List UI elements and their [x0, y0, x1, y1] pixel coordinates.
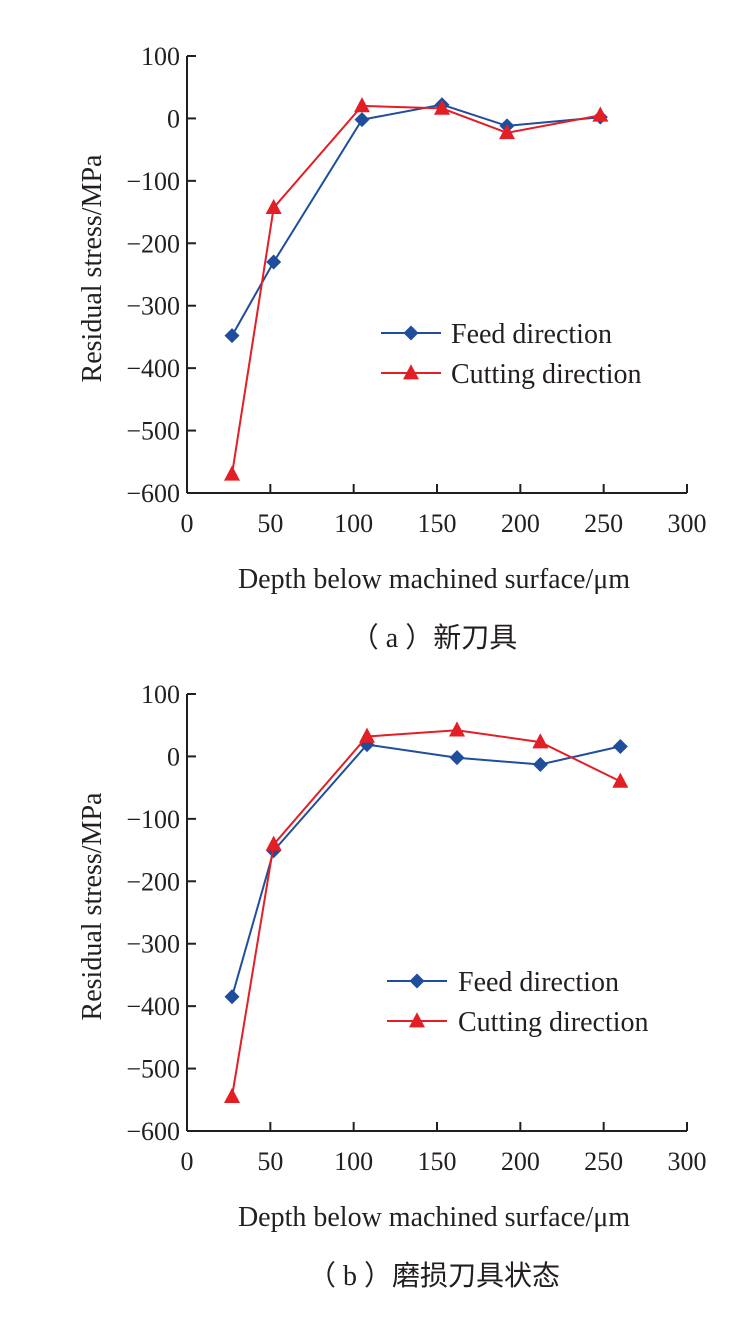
data-point-triangle	[592, 106, 609, 122]
data-point-triangle	[449, 721, 465, 737]
data-point-triangle	[224, 465, 240, 481]
x-tick-label: 50	[257, 509, 283, 538]
series-cutting-direction	[224, 721, 629, 1104]
y-tick-label: 0	[167, 742, 180, 771]
data-point-triangle	[265, 198, 282, 215]
figure-caption: （ a ）新刀具	[351, 622, 517, 654]
series-cutting-direction	[224, 97, 609, 481]
x-tick-label: 100	[334, 509, 373, 538]
y-tick-label: 0	[167, 104, 180, 133]
data-point-triangle	[265, 835, 282, 851]
y-tick-label: −100	[126, 805, 180, 834]
y-axis-title: Residual stress/MPa	[77, 154, 108, 382]
x-tick-label: 50	[257, 1147, 283, 1176]
x-tick-label: 150	[418, 1147, 457, 1176]
data-point-diamond	[266, 254, 282, 270]
x-tick-label: 300	[668, 509, 707, 538]
series-feed-direction	[224, 737, 628, 1005]
y-tick-label: −300	[126, 292, 180, 321]
x-tick-label: 300	[668, 1147, 707, 1176]
legend-label: Cutting direction	[451, 359, 642, 390]
y-tick-label: −100	[126, 167, 180, 196]
x-tick-label: 250	[584, 1147, 623, 1176]
x-tick-label: 150	[418, 509, 457, 538]
data-point-triangle	[434, 99, 450, 115]
data-point-diamond	[532, 757, 548, 773]
y-tick-label: −300	[126, 930, 180, 959]
data-point-triangle	[612, 772, 629, 788]
data-point-diamond	[449, 750, 465, 766]
x-tick-label: 200	[501, 509, 540, 538]
y-tick-label: −200	[126, 229, 180, 258]
y-tick-label: −400	[126, 992, 180, 1021]
series-feed-direction	[224, 97, 608, 344]
y-tick-label: −500	[126, 1055, 180, 1084]
legend-label: Feed direction	[451, 319, 612, 350]
legend: Feed direction Cutting direction	[381, 319, 642, 390]
legend-label: Feed direction	[458, 967, 619, 998]
legend-label: Cutting direction	[458, 1007, 649, 1038]
data-point-triangle	[224, 1087, 240, 1104]
y-tick-label: −200	[126, 867, 180, 896]
x-tick-label: 200	[501, 1147, 540, 1176]
data-point-diamond	[354, 112, 370, 128]
y-axis-title: Residual stress/MPa	[77, 792, 108, 1020]
data-point-triangle	[354, 97, 370, 113]
y-tick-label: −600	[126, 479, 180, 508]
data-point-diamond	[224, 328, 240, 344]
x-tick-label: 100	[334, 1147, 373, 1176]
data-point-diamond	[224, 989, 240, 1005]
legend-marker-triangle	[403, 364, 419, 380]
series-line	[231, 743, 621, 998]
chart-panel-b: 0 50 100 150 200 250 300 100 0 −100 −200 −300 −400 −5…	[77, 680, 707, 1292]
chart-panel-a: 0 50 100 150 200 250 300 100 0 −100 −200 −300 −400 −5…	[77, 42, 707, 654]
series-line	[231, 729, 621, 1097]
x-tick-label: 250	[584, 509, 623, 538]
legend-marker-diamond	[409, 973, 425, 989]
legend-marker-triangle	[409, 1012, 425, 1028]
x-axis-title: Depth below machined surface/μm	[238, 564, 630, 595]
data-point-diamond	[612, 738, 628, 754]
legend: Feed direction Cutting direction	[387, 967, 649, 1038]
series-line	[231, 104, 601, 475]
y-tick-label: −600	[126, 1117, 180, 1146]
x-axis-title: Depth below machined surface/μm	[238, 1202, 630, 1233]
data-point-triangle	[359, 727, 375, 743]
y-tick-label: −400	[126, 354, 180, 383]
data-point-triangle	[499, 123, 515, 140]
y-tick-label: 100	[141, 42, 180, 71]
y-tick-label: 100	[141, 680, 180, 709]
data-point-triangle	[532, 733, 549, 749]
series-line	[231, 103, 601, 337]
x-tick-label: 0	[181, 1147, 194, 1176]
x-tick-label: 0	[181, 509, 194, 538]
figure-caption: （ b ）磨损刀具状态	[308, 1260, 560, 1292]
y-tick-label: −500	[126, 417, 180, 446]
legend-marker-diamond	[403, 325, 419, 341]
